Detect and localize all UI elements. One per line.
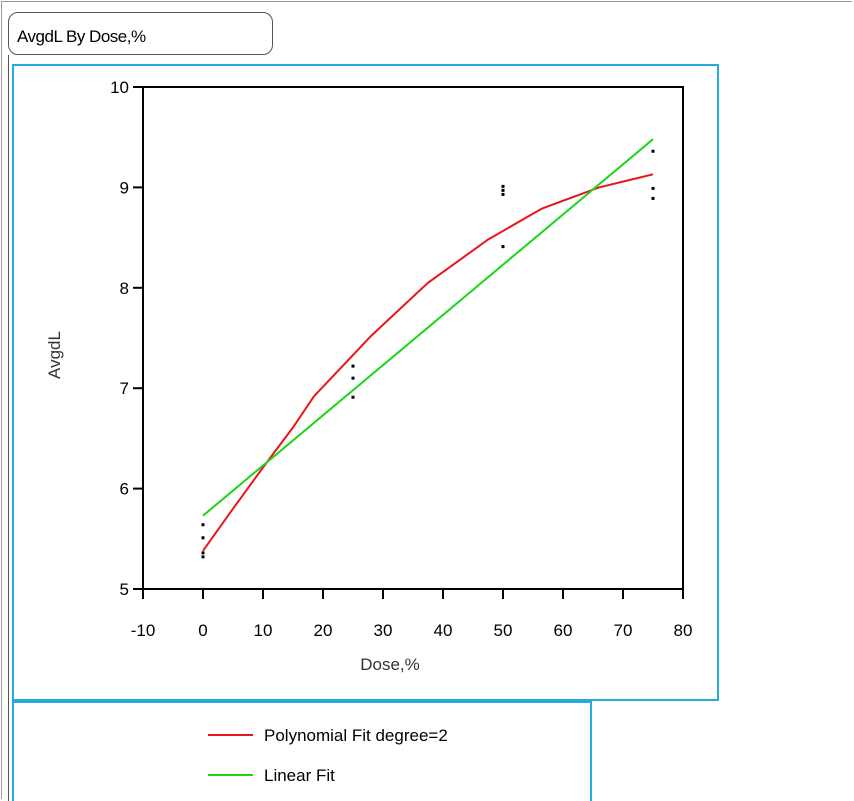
plot-area-border	[142, 86, 684, 590]
data-point	[501, 184, 505, 188]
x-tick-label: 20	[314, 621, 333, 640]
data-point	[201, 555, 205, 559]
y-tick-label: 6	[120, 480, 129, 499]
report-title-tab[interactable]: AvgdL By Dose,%	[8, 12, 273, 55]
x-tick-label: 60	[554, 621, 573, 640]
legend-label-polynomial: Polynomial Fit degree=2	[264, 726, 448, 745]
x-axis-label: Dose,%	[360, 655, 420, 674]
x-tick-label: 0	[198, 621, 207, 640]
x-tick-label: 50	[494, 621, 513, 640]
data-point	[351, 376, 355, 380]
data-point	[651, 149, 655, 153]
polynomial-fit-line	[202, 173, 654, 552]
x-tick-label: -10	[131, 621, 156, 640]
x-tick-label: 70	[614, 621, 633, 640]
data-point	[201, 551, 205, 555]
data-point	[351, 395, 355, 399]
data-point	[651, 196, 655, 200]
outline-rule	[8, 55, 9, 801]
linear-fit-line	[202, 138, 654, 517]
legend: Polynomial Fit degree=2 Linear Fit	[208, 726, 448, 785]
data-point	[201, 536, 205, 540]
x-tick-label: 10	[254, 621, 273, 640]
legend-label-linear: Linear Fit	[264, 766, 335, 785]
legend-frame	[12, 701, 592, 801]
plot-frame	[12, 64, 719, 701]
x-tick-label: 40	[434, 621, 453, 640]
y-tick-label: 5	[120, 580, 129, 599]
y-tick-label: 10	[110, 78, 129, 97]
data-point	[651, 186, 655, 190]
y-tick-label: 7	[120, 379, 129, 398]
data-points	[201, 149, 655, 559]
y-tick-label: 8	[120, 279, 129, 298]
data-point	[501, 192, 505, 196]
x-tick-label: 30	[374, 621, 393, 640]
fit-lines	[202, 138, 654, 552]
axes	[133, 86, 684, 599]
data-point	[201, 523, 205, 527]
x-tick-label: 80	[674, 621, 693, 640]
y-axis-label: AvgdL	[45, 331, 64, 379]
data-point	[501, 245, 505, 249]
y-tick-label: 9	[120, 178, 129, 197]
data-point	[501, 188, 505, 192]
tick-labels: -10 0 10 20 30 40 50 60 70 80 5 6 7 8 9 10	[110, 78, 692, 640]
report-title: AvgdL By Dose,%	[17, 27, 146, 46]
data-point	[351, 364, 355, 368]
